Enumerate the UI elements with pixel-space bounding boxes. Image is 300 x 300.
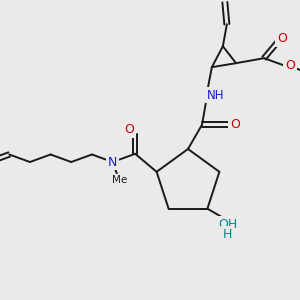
Text: H: H [223, 228, 232, 241]
Text: O: O [230, 118, 240, 131]
Text: OH: OH [218, 218, 237, 231]
Text: O: O [277, 32, 287, 45]
Text: O: O [124, 123, 134, 136]
Text: NH: NH [207, 89, 225, 102]
Text: O: O [285, 59, 295, 72]
Text: Me: Me [112, 175, 127, 185]
Text: N: N [108, 155, 117, 169]
